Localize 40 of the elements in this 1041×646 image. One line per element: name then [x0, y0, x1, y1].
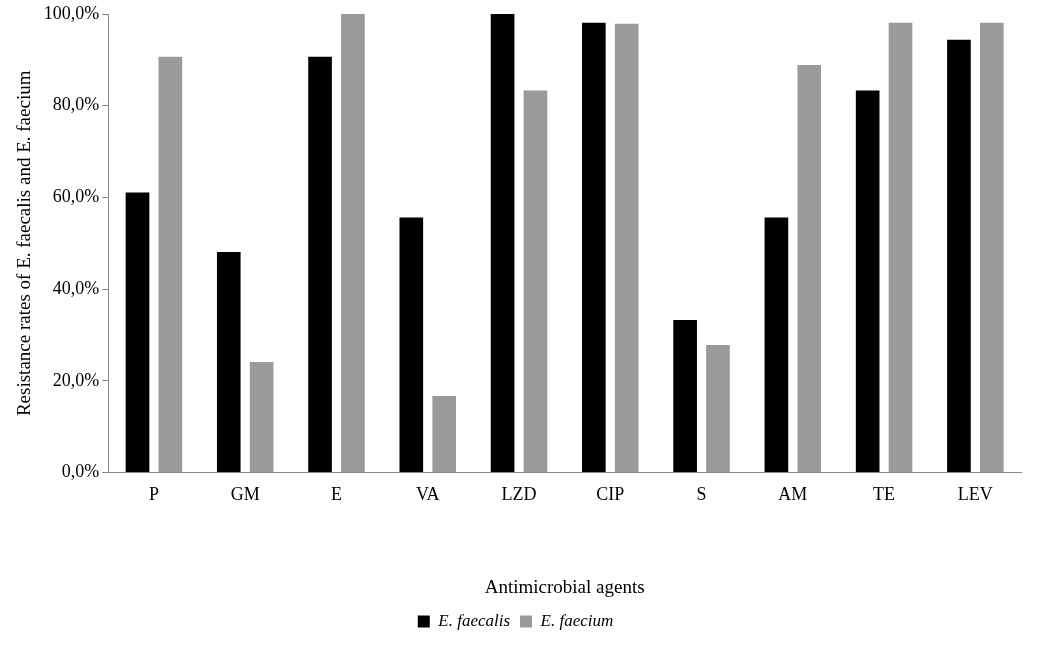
bar [216, 252, 241, 473]
x-tick-label: GM [230, 484, 260, 505]
y-tick-label: 80,0% [52, 94, 100, 115]
y-tick-label: 0,0% [61, 461, 100, 482]
bar [341, 14, 365, 473]
legend-label: E. faecalis [437, 610, 511, 630]
y-tick-label: 100,0% [43, 2, 100, 23]
bar [523, 90, 548, 473]
bar [797, 64, 822, 473]
x-tick-label: E [330, 484, 342, 505]
bar [158, 56, 183, 473]
x-tick-label: LZD [501, 484, 537, 505]
x-axis-title: Antimicrobial agents [484, 575, 645, 597]
bar [432, 396, 456, 473]
x-tick-label: AM [778, 484, 808, 505]
bar [855, 90, 880, 473]
bar [308, 56, 332, 473]
bar [706, 345, 730, 473]
legend-label: E. faecium [539, 610, 614, 630]
bar [582, 22, 606, 473]
y-axis-title: Resistance rates of E. faecalis and E. faecium [13, 70, 35, 417]
bar [888, 22, 913, 473]
bar [125, 192, 150, 473]
y-tick-label: 40,0% [52, 277, 100, 298]
y-tick-label: 60,0% [52, 186, 100, 207]
bar [614, 23, 639, 473]
x-tick-label: CIP [596, 484, 625, 505]
bar [490, 14, 515, 473]
x-tick-label: LEV [957, 484, 993, 505]
x-tick-label: VA [415, 484, 440, 505]
y-tick-label: 20,0% [52, 369, 100, 390]
x-tick-label: S [696, 484, 707, 505]
bar [764, 217, 789, 473]
x-tick-label: TE [873, 484, 896, 505]
x-tick-label: P [148, 484, 159, 505]
bar [249, 362, 274, 473]
bar [979, 22, 1004, 473]
bar [947, 39, 971, 473]
bar [399, 217, 424, 473]
bar [673, 319, 697, 473]
